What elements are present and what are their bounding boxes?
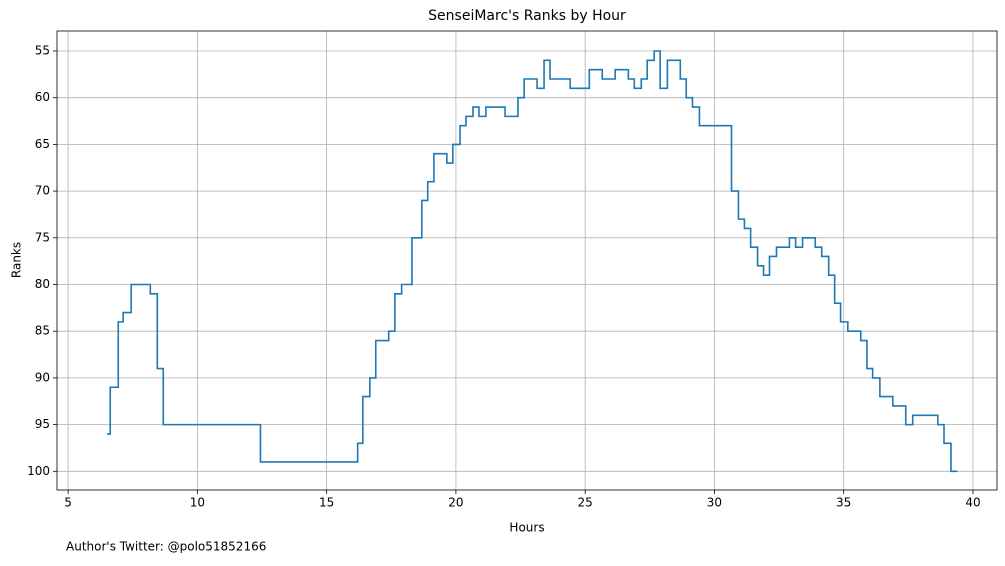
chart-title: SenseiMarc's Ranks by Hour [428, 8, 626, 24]
x-tick-label: 30 [707, 496, 722, 510]
x-tick-label: 35 [836, 496, 851, 510]
y-tick-label: 100 [27, 464, 50, 478]
x-tick-label: 10 [190, 496, 205, 510]
x-tick-label: 20 [448, 496, 463, 510]
y-tick-label: 90 [35, 370, 50, 384]
x-tick-label: 40 [965, 496, 980, 510]
x-axis-label: Hours [509, 521, 544, 535]
plot-frame [56, 30, 998, 491]
y-tick-label: 65 [35, 137, 50, 151]
y-tick-label: 95 [35, 417, 50, 431]
y-tick-label: 55 [35, 43, 50, 57]
y-tick-label: 60 [35, 90, 50, 104]
y-tick-label: 75 [35, 230, 50, 244]
footnote: Author's Twitter: @polo51852166 [66, 540, 266, 554]
y-tick-label: 85 [35, 324, 50, 338]
y-axis-label: Ranks [10, 242, 24, 278]
y-tick-label: 70 [35, 184, 50, 198]
x-tick-label: 25 [578, 496, 593, 510]
step-line [107, 50, 958, 473]
y-tick-label: 80 [35, 277, 50, 291]
x-tick-label: 5 [64, 496, 72, 510]
x-tick-label: 15 [319, 496, 334, 510]
